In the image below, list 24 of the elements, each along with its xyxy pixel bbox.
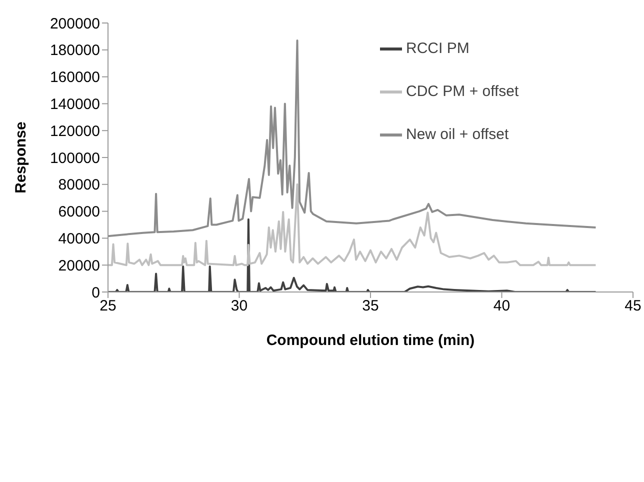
y-tick-label: 80000 xyxy=(58,176,100,194)
legend-label: New oil + offset xyxy=(406,126,509,143)
y-tick-label: 0 xyxy=(92,284,100,302)
y-tick-label: 200000 xyxy=(50,15,100,32)
x-tick-label: 40 xyxy=(493,298,510,315)
y-axis-title: Response xyxy=(12,122,30,194)
x-axis-title: Compound elution time (min) xyxy=(266,332,475,349)
y-tick-label: 180000 xyxy=(50,42,100,60)
x-tick-label: 45 xyxy=(624,298,642,315)
x-tick-label: 35 xyxy=(362,298,379,315)
y-tick-label: 60000 xyxy=(58,204,100,221)
y-tick-label: 40000 xyxy=(58,230,100,248)
x-tick-label: 30 xyxy=(230,298,248,315)
y-tick-label: 120000 xyxy=(50,122,100,140)
y-tick-label: 20000 xyxy=(58,257,100,274)
legend-label: CDC PM + offset xyxy=(406,83,519,100)
line-series xyxy=(108,183,597,266)
x-tick-label: 25 xyxy=(100,298,116,315)
legend-label: RCCI PM xyxy=(406,40,470,57)
line-series xyxy=(108,39,597,238)
y-tick-label: 140000 xyxy=(50,96,100,114)
line-series xyxy=(108,218,597,292)
y-tick-label: 160000 xyxy=(50,69,100,86)
y-tick-label: 100000 xyxy=(50,150,100,167)
